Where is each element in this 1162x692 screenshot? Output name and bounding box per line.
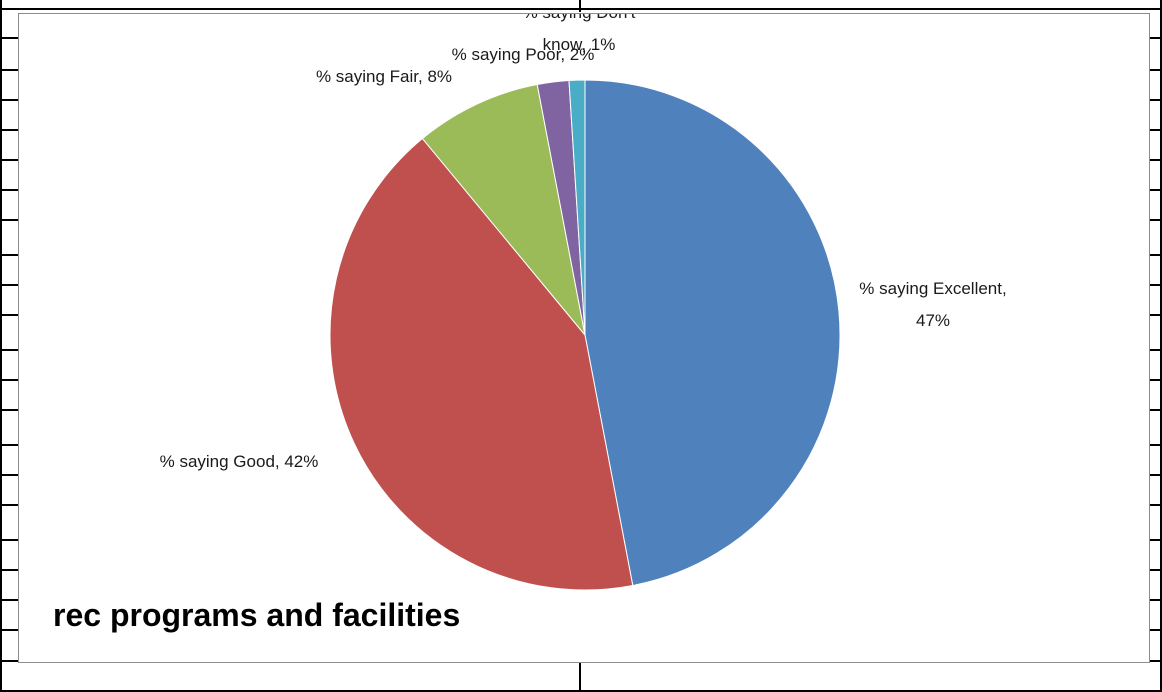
data-label-poor: % saying Poor, 2% (452, 45, 595, 64)
pie-slice-dont-know[interactable] (568, 79, 586, 336)
data-label-dont-know: % saying Don'tknow, 1% (523, 14, 636, 54)
data-label-fair: % saying Fair, 8% (316, 67, 452, 86)
pie-chart: % saying Excellent, 47% % saying Good, 42%… (160, 14, 1007, 591)
pie-slice-excellent[interactable] (584, 79, 841, 587)
chart-area[interactable]: % saying Excellent, 47% % saying Good, 42%… (18, 13, 1150, 663)
pie-slice-fair[interactable] (421, 83, 586, 336)
data-label-excellent: % saying Excellent, 47% (859, 279, 1006, 330)
chart-title: rec programs and facilities (53, 597, 461, 633)
data-label-good: % saying Good, 42% (160, 452, 319, 471)
pie-slice-good[interactable] (329, 137, 634, 591)
